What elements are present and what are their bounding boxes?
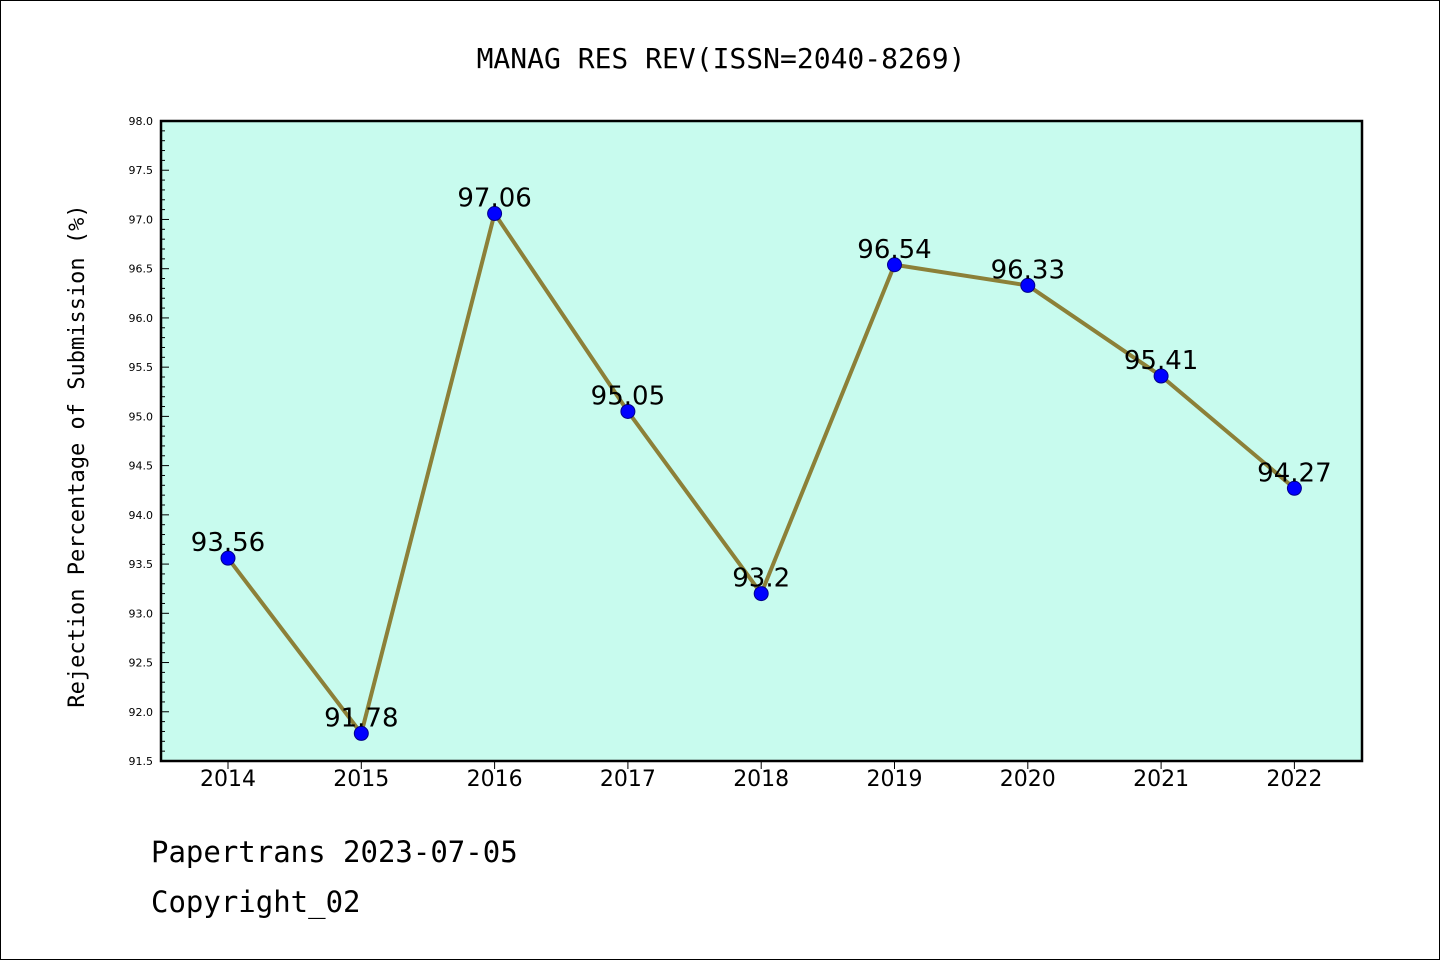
footer-date: Papertrans 2023-07-05 <box>151 835 518 869</box>
data-label: 97.06 <box>457 184 531 214</box>
plot-area <box>161 121 1362 761</box>
y-tick-label: 96.0 <box>129 312 154 325</box>
plot-border <box>159 119 1364 763</box>
y-tick-label: 93.5 <box>129 558 154 571</box>
y-tick-label: 94.5 <box>129 460 154 473</box>
chart-title: MANAG RES REV(ISSN=2040-8269) <box>477 42 966 75</box>
y-tick-label: 92.5 <box>129 657 154 670</box>
data-label: 96.33 <box>991 255 1065 285</box>
y-tick-label: 95.0 <box>129 410 154 423</box>
data-label: 93.56 <box>191 528 265 558</box>
y-tick-label: 96.5 <box>129 263 154 276</box>
y-tick-label: 94.0 <box>129 509 154 522</box>
data-point-marker <box>220 550 236 566</box>
data-point-marker <box>353 725 369 741</box>
data-point-marker <box>753 586 769 602</box>
x-tick-label: 2022 <box>1266 767 1322 792</box>
x-tick-label: 2015 <box>333 767 389 792</box>
x-tick-label: 2020 <box>1000 767 1056 792</box>
y-tick-label: 97.5 <box>129 164 154 177</box>
data-point-marker <box>887 257 902 273</box>
y-tick-label: 95.5 <box>129 361 154 374</box>
x-tick-label: 2018 <box>733 767 789 792</box>
y-axis-label: Rejection Percentage of Submission (%) <box>65 204 90 707</box>
data-label: 94.27 <box>1257 458 1331 488</box>
x-tick-label: 2016 <box>467 767 523 792</box>
data-series: 93.56 91.78 97.06 95.05 93.2 96.54 96.33 95.41 9… <box>191 184 1332 741</box>
data-point-marker <box>620 403 636 419</box>
y-tick-label: 91.5 <box>129 755 154 768</box>
data-label: 95.41 <box>1124 346 1198 376</box>
x-axis-ticks: 2014 2015 2016 2017 2018 2019 2020 2021 2022 <box>200 761 1322 792</box>
x-tick-label: 2017 <box>600 767 656 792</box>
y-tick-label: 98.0 <box>129 115 154 128</box>
data-label: 95.05 <box>591 381 665 411</box>
y-tick-label: 92.0 <box>129 706 154 719</box>
y-tick-label: 97.0 <box>129 213 154 226</box>
footer-copyright: Copyright_02 <box>151 885 361 919</box>
x-tick-label: 2014 <box>200 767 256 792</box>
data-point-marker <box>1286 480 1302 496</box>
data-point-marker <box>1153 368 1169 384</box>
x-tick-label: 2021 <box>1133 767 1189 792</box>
data-label: 91.78 <box>324 703 398 733</box>
data-point-marker <box>1020 277 1036 293</box>
data-label: 96.54 <box>857 235 931 265</box>
y-tick-label: 93.0 <box>129 607 154 620</box>
data-point-marker <box>487 206 503 222</box>
data-label: 93.2 <box>732 564 790 594</box>
x-tick-label: 2019 <box>867 767 923 792</box>
